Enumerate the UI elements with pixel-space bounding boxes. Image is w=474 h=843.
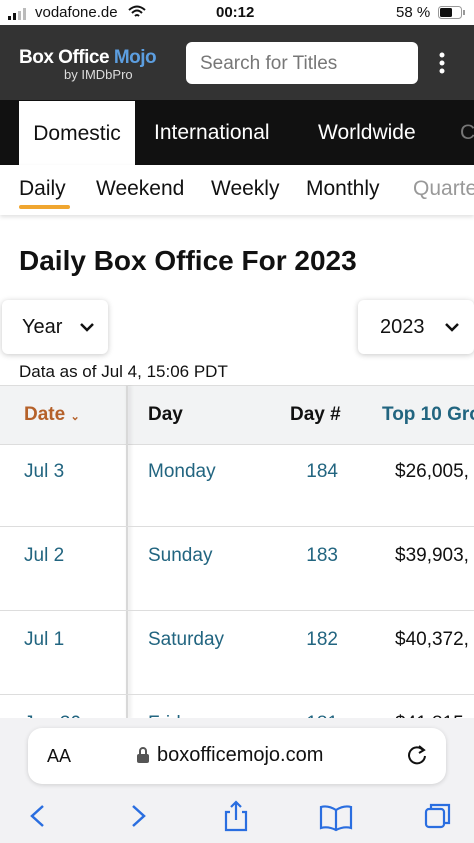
search-placeholder: Search for Titles [200,53,338,74]
sub-tab[interactable]: Monthly [306,177,380,200]
chevron [445,323,459,332]
browser-chrome: AA boxofficemojo.com [0,718,474,843]
back-button[interactable] [30,805,44,827]
tabs-button[interactable] [424,803,451,829]
value-dropdown[interactable]: 2023 [358,300,474,354]
sub-tab[interactable]: Weekly [211,177,280,200]
sub-tab[interactable]: Weekend [96,177,185,200]
sub-tab[interactable]: Daily [19,177,66,200]
date-link[interactable]: Jul 1 [24,629,65,650]
column-divider [126,385,128,720]
dropdown-label: 2023 [380,316,425,338]
day-number-cell: 181 [306,713,338,720]
bookmarks-button[interactable] [319,805,353,832]
time: 00:12 [216,4,255,21]
header-text: Date [24,404,66,425]
day-link[interactable]: Monday [148,461,216,482]
dropdown-label: Year [22,316,63,338]
row-divider [0,694,474,695]
menu-icon[interactable] [438,52,446,76]
day-number-cell: 183 [306,545,338,566]
url: boxofficemojo.com [157,744,324,766]
gross-cell: $26,005, [395,461,469,482]
gross-cell: $41,815, [395,713,469,720]
day-number-cell: 182 [306,629,338,650]
text-size-button[interactable]: AA [47,746,72,766]
year-dropdown[interactable]: Year [2,300,108,354]
day-link[interactable]: Sunday [148,545,213,566]
toolbar [30,800,451,832]
page-title: Daily Box Office For 2023 [19,245,357,276]
status-bar: vodafone.de 00:12 58 % [0,0,474,25]
tab[interactable]: Domestic [19,100,135,165]
reload-icon[interactable] [406,744,428,766]
share-button[interactable] [224,800,248,832]
day-number-cell: 184 [306,461,338,482]
logo-accent: Mojo [113,47,157,68]
signal-icon [8,8,26,20]
sub-tabs: Daily Weekend Weekly Monthly Quarterly [0,165,474,215]
tab[interactable]: International [154,121,270,144]
active-underline [19,205,70,209]
search-box[interactable]: Search for Titles [186,42,418,84]
day-link[interactable]: Saturday [148,629,225,650]
logo-main: Box Office [19,47,110,68]
site-header: Box Office Mojo by IMDbPro Search for Ti… [0,25,474,100]
gross-cell: $39,903, [395,545,469,566]
tab[interactable]: Calendar [460,121,474,144]
row-divider [0,610,474,611]
tab[interactable]: Worldwide [318,121,416,144]
url-bar[interactable]: AA boxofficemojo.com [28,728,446,784]
wifi-icon [128,5,146,17]
header-cell[interactable]: Top 10 Gross [382,404,474,425]
date-link[interactable]: Jun 30 [24,713,81,720]
table-header [0,385,474,445]
date-link[interactable]: Jul 2 [24,545,65,566]
header-cell[interactable]: Day # [290,404,341,425]
battery-text: 58 % [396,4,431,21]
data-note: Data as of Jul 4, 15:06 PDT [19,362,228,381]
chevron [80,323,94,332]
lock-icon [137,747,149,763]
header-cell[interactable]: Day [148,404,183,425]
gross-cell: $40,372, [395,629,469,650]
sub-tab[interactable]: Quarterly [413,177,474,200]
day-link[interactable]: Friday [148,713,201,720]
table: Date ⌄ Day Day # Top 10 Gross Jul 3 Monda… [0,385,474,720]
carrier: vodafone.de [35,4,118,21]
header-cell[interactable]: Date ⌄ [24,404,80,425]
row-divider [0,526,474,527]
battery-icon [438,6,465,19]
date-link[interactable]: Jul 3 [24,461,65,482]
logo[interactable]: Box Office Mojo [19,47,157,69]
logo-sub: by IMDbPro [64,67,133,82]
forward-button[interactable] [132,805,146,827]
main-tabs: Domestic International Worldwide Calenda… [0,100,474,165]
